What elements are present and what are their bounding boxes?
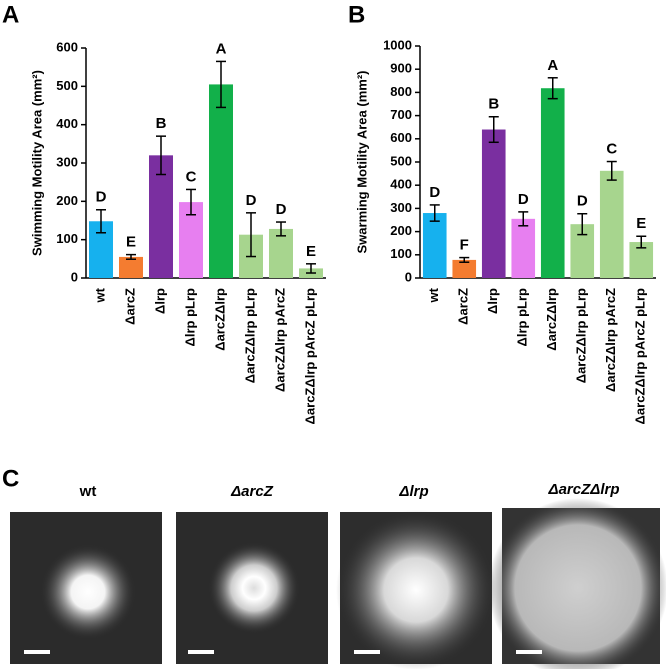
x-tick-label: ΔarcZΔlrp pLrp	[242, 288, 257, 383]
y-tick-label: 1000	[383, 37, 412, 52]
image-label: ΔarcZΔlrp	[548, 481, 620, 498]
x-tick-label: ΔarcZ	[122, 288, 137, 325]
error-bar	[276, 221, 286, 237]
significance-letter: B	[156, 115, 167, 132]
bar	[269, 228, 293, 278]
bar	[629, 242, 654, 278]
x-tick-label: ΔarcZΔlrp pArcZ pLrp	[633, 288, 648, 424]
x-tick-label: Δlrp	[152, 288, 167, 314]
x-tick-label: ΔarcZΔlrp	[544, 288, 559, 351]
significance-letter: A	[216, 40, 227, 57]
y-tick-label: 300	[390, 200, 412, 215]
y-tick-label: 200	[56, 193, 78, 208]
x-tick-label: Δlrp pLrp	[182, 288, 197, 347]
error-bar	[156, 135, 166, 176]
x-tick-label: ΔarcZΔlrp	[212, 288, 227, 351]
plate-image	[10, 512, 162, 664]
error-bar	[216, 60, 226, 109]
x-tick-label: wt	[92, 287, 107, 303]
x-tick-label: Δlrp	[485, 288, 500, 314]
error-bar	[606, 160, 617, 181]
image-label: Δlrp	[398, 483, 428, 500]
plate-image	[488, 498, 666, 669]
y-tick-label: 0	[405, 269, 412, 284]
panel-label: B	[348, 1, 365, 28]
bar	[119, 256, 143, 278]
bar	[570, 224, 595, 278]
significance-letter: C	[186, 168, 197, 185]
significance-letter: D	[577, 193, 588, 210]
y-tick-label: 100	[390, 246, 412, 261]
panel-label: C	[2, 465, 19, 492]
x-tick-label: ΔarcZ	[456, 288, 471, 325]
y-tick-label: 400	[56, 116, 78, 131]
y-tick-label: 700	[390, 107, 412, 122]
error-bar	[126, 253, 136, 260]
significance-letter: B	[488, 96, 499, 113]
significance-letter: E	[306, 243, 316, 260]
significance-letter: D	[246, 192, 257, 209]
error-bar	[306, 263, 316, 274]
y-tick-label: 300	[56, 154, 78, 169]
significance-letter: D	[96, 189, 107, 206]
x-tick-label: wt	[426, 287, 441, 303]
y-axis-label: Swimming Motility Area (mm²)	[29, 70, 44, 256]
bar	[422, 213, 447, 278]
bar	[209, 84, 233, 279]
y-tick-label: 500	[56, 78, 78, 93]
x-tick-label: ΔarcZΔlrp pArcZ pLrp	[302, 288, 317, 424]
error-bar	[547, 77, 558, 100]
bar	[149, 155, 173, 278]
error-bar	[636, 235, 647, 249]
significance-letter: E	[636, 215, 646, 232]
y-tick-label: 600	[390, 130, 412, 145]
significance-letter: D	[429, 184, 440, 201]
error-bar	[96, 209, 106, 234]
error-bar	[518, 211, 529, 227]
y-tick-label: 800	[390, 84, 412, 99]
bar	[481, 129, 506, 278]
bar	[452, 259, 477, 278]
significance-letter: E	[126, 234, 136, 251]
y-tick-label: 200	[390, 223, 412, 238]
error-bar	[577, 212, 588, 236]
x-tick-label: ΔarcZΔlrp pLrp	[574, 288, 589, 383]
significance-letter: A	[547, 57, 558, 74]
image-label: ΔarcZ	[230, 483, 274, 500]
y-axis-label: Swarming Motility Area (mm²)	[354, 71, 369, 254]
error-bar	[186, 188, 196, 216]
significance-letter: F	[460, 237, 469, 254]
y-tick-label: 100	[56, 231, 78, 246]
significance-letter: D	[276, 201, 287, 218]
error-bar	[488, 116, 499, 144]
x-tick-label: ΔarcZΔlrp pArcZ	[603, 288, 618, 392]
significance-letter: D	[518, 191, 529, 208]
bar	[599, 170, 624, 278]
plate-image	[336, 510, 496, 669]
x-tick-label: Δlrp pLrp	[515, 288, 530, 347]
significance-letter: C	[606, 141, 617, 158]
plate-image	[176, 512, 328, 664]
y-tick-label: 400	[390, 177, 412, 192]
error-bar	[429, 204, 440, 222]
x-tick-label: ΔarcZΔlrp pArcZ	[272, 288, 287, 392]
bar	[511, 218, 536, 278]
bar	[540, 88, 565, 278]
y-tick-label: 500	[390, 153, 412, 168]
error-bar	[459, 256, 470, 263]
panel-label: A	[2, 1, 19, 28]
error-bar	[246, 212, 256, 258]
y-tick-label: 600	[56, 39, 78, 54]
y-tick-label: 900	[390, 61, 412, 76]
image-label: wt	[79, 483, 97, 500]
y-tick-label: 0	[71, 269, 78, 284]
